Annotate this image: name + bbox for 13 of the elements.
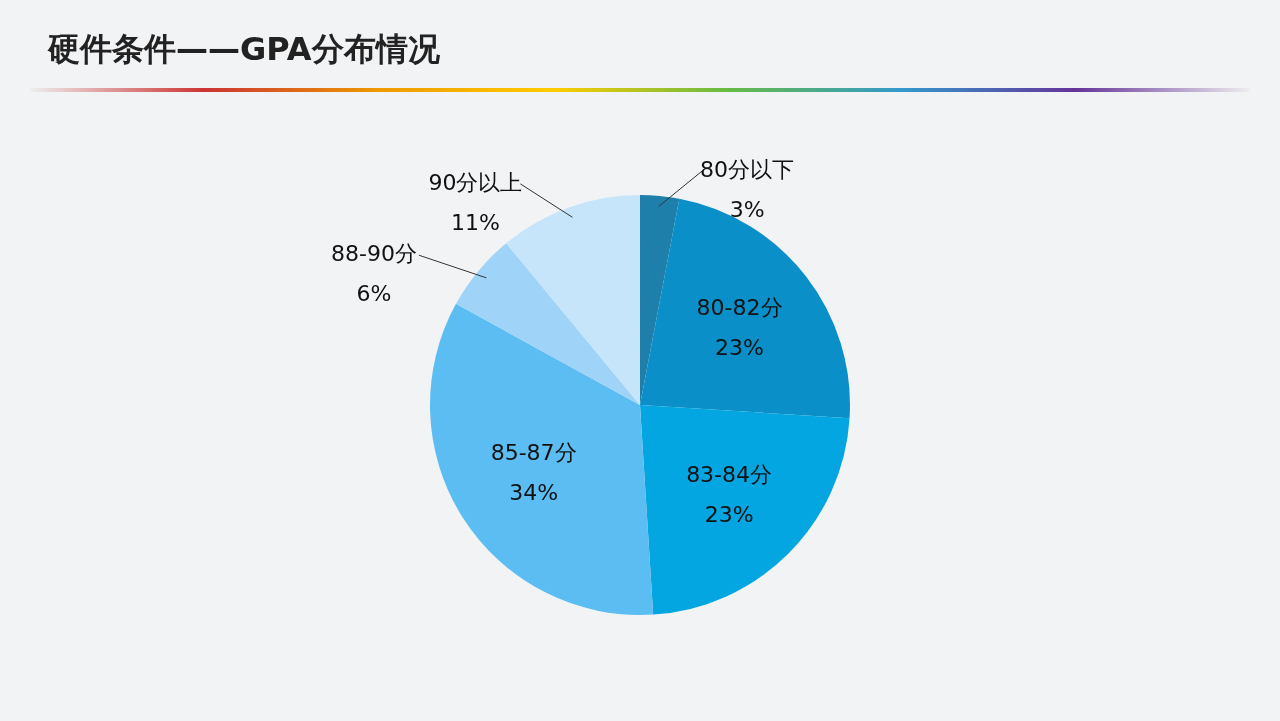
slice-label: 90分以上 bbox=[428, 169, 523, 195]
slice-label: 88-90分 bbox=[330, 240, 417, 266]
data-label: 11% bbox=[450, 209, 500, 235]
data-label: 6% bbox=[356, 280, 392, 306]
chart-title: 硬件条件——GPA分布情况 bbox=[48, 29, 440, 70]
slice-label: 85-87分 bbox=[490, 440, 577, 466]
data-label: 3% bbox=[729, 196, 765, 222]
slice-label: 80分以下 bbox=[700, 156, 795, 182]
slice-label: 83-84分 bbox=[686, 461, 773, 487]
data-label: 23% bbox=[704, 501, 754, 527]
data-label: 23% bbox=[715, 335, 765, 361]
data-label: 34% bbox=[509, 480, 559, 506]
slice-label: 80-82分 bbox=[696, 295, 783, 321]
